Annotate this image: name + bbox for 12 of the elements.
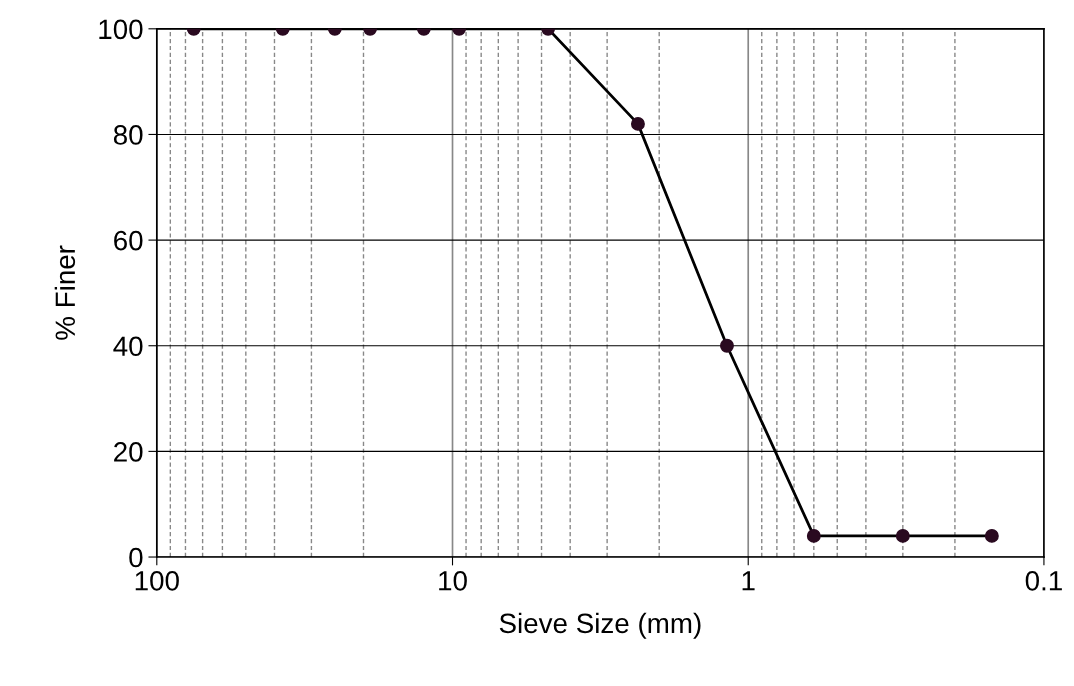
y-tick-label: 0 [129, 547, 143, 568]
y-tick-label: 60 [114, 230, 143, 251]
y-tick-label: 20 [114, 442, 143, 462]
x-tick-label: 0.1 [1025, 570, 1062, 591]
y-tick-label: 40 [113, 336, 143, 357]
y-tick-label: 80 [113, 125, 143, 145]
x-tick-label: 1 [742, 571, 755, 591]
x-axis-title: Sieve Size (mm) [499, 612, 701, 639]
y-axis-title: % Finer [54, 245, 76, 340]
y-tick-label: 100 [99, 19, 143, 40]
x-tick-label: 100 [135, 570, 179, 591]
x-tick-label: 10 [439, 570, 467, 591]
